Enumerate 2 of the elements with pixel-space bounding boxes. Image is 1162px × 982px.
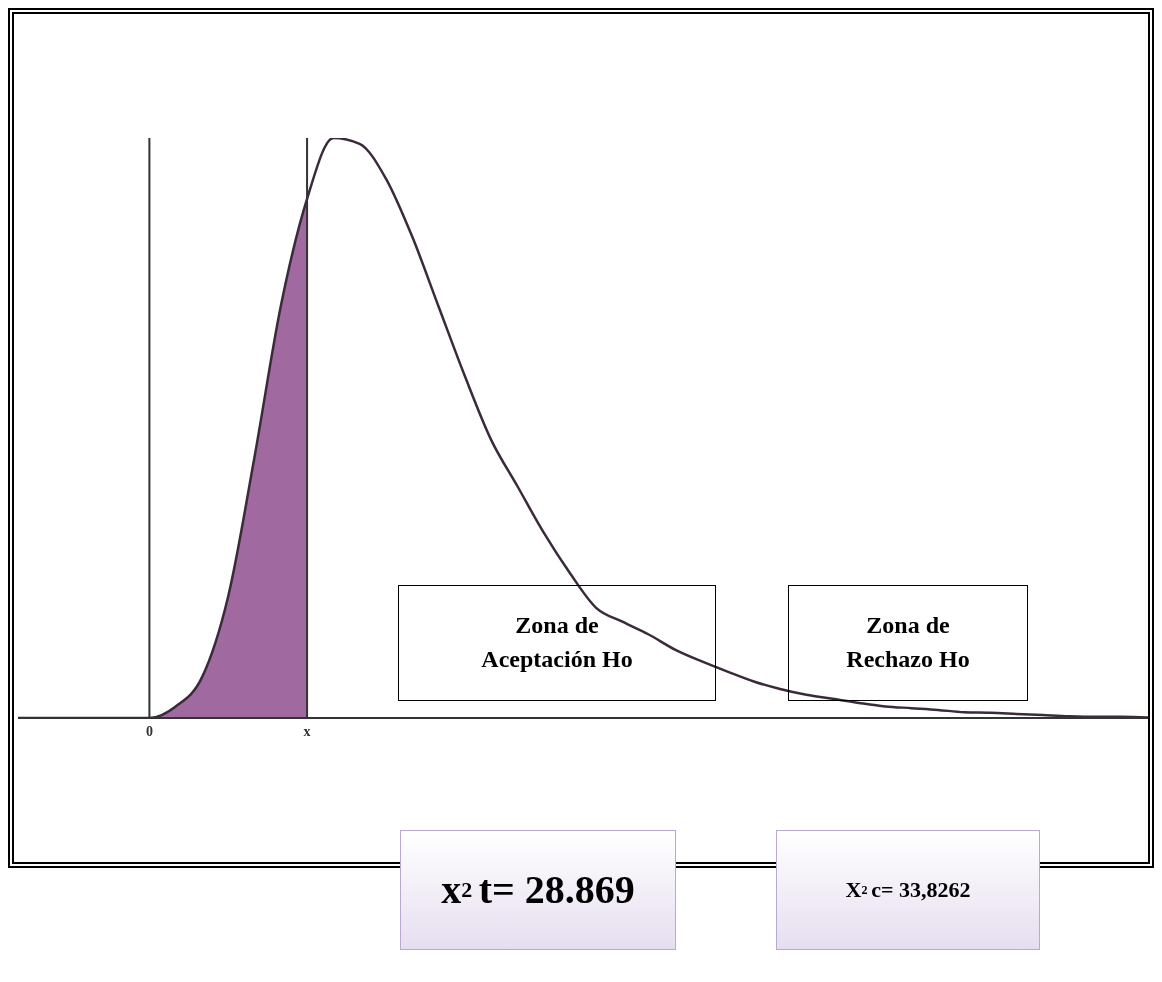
x-tick-label: x bbox=[303, 723, 311, 739]
x-tick-label: 0 bbox=[145, 723, 153, 739]
